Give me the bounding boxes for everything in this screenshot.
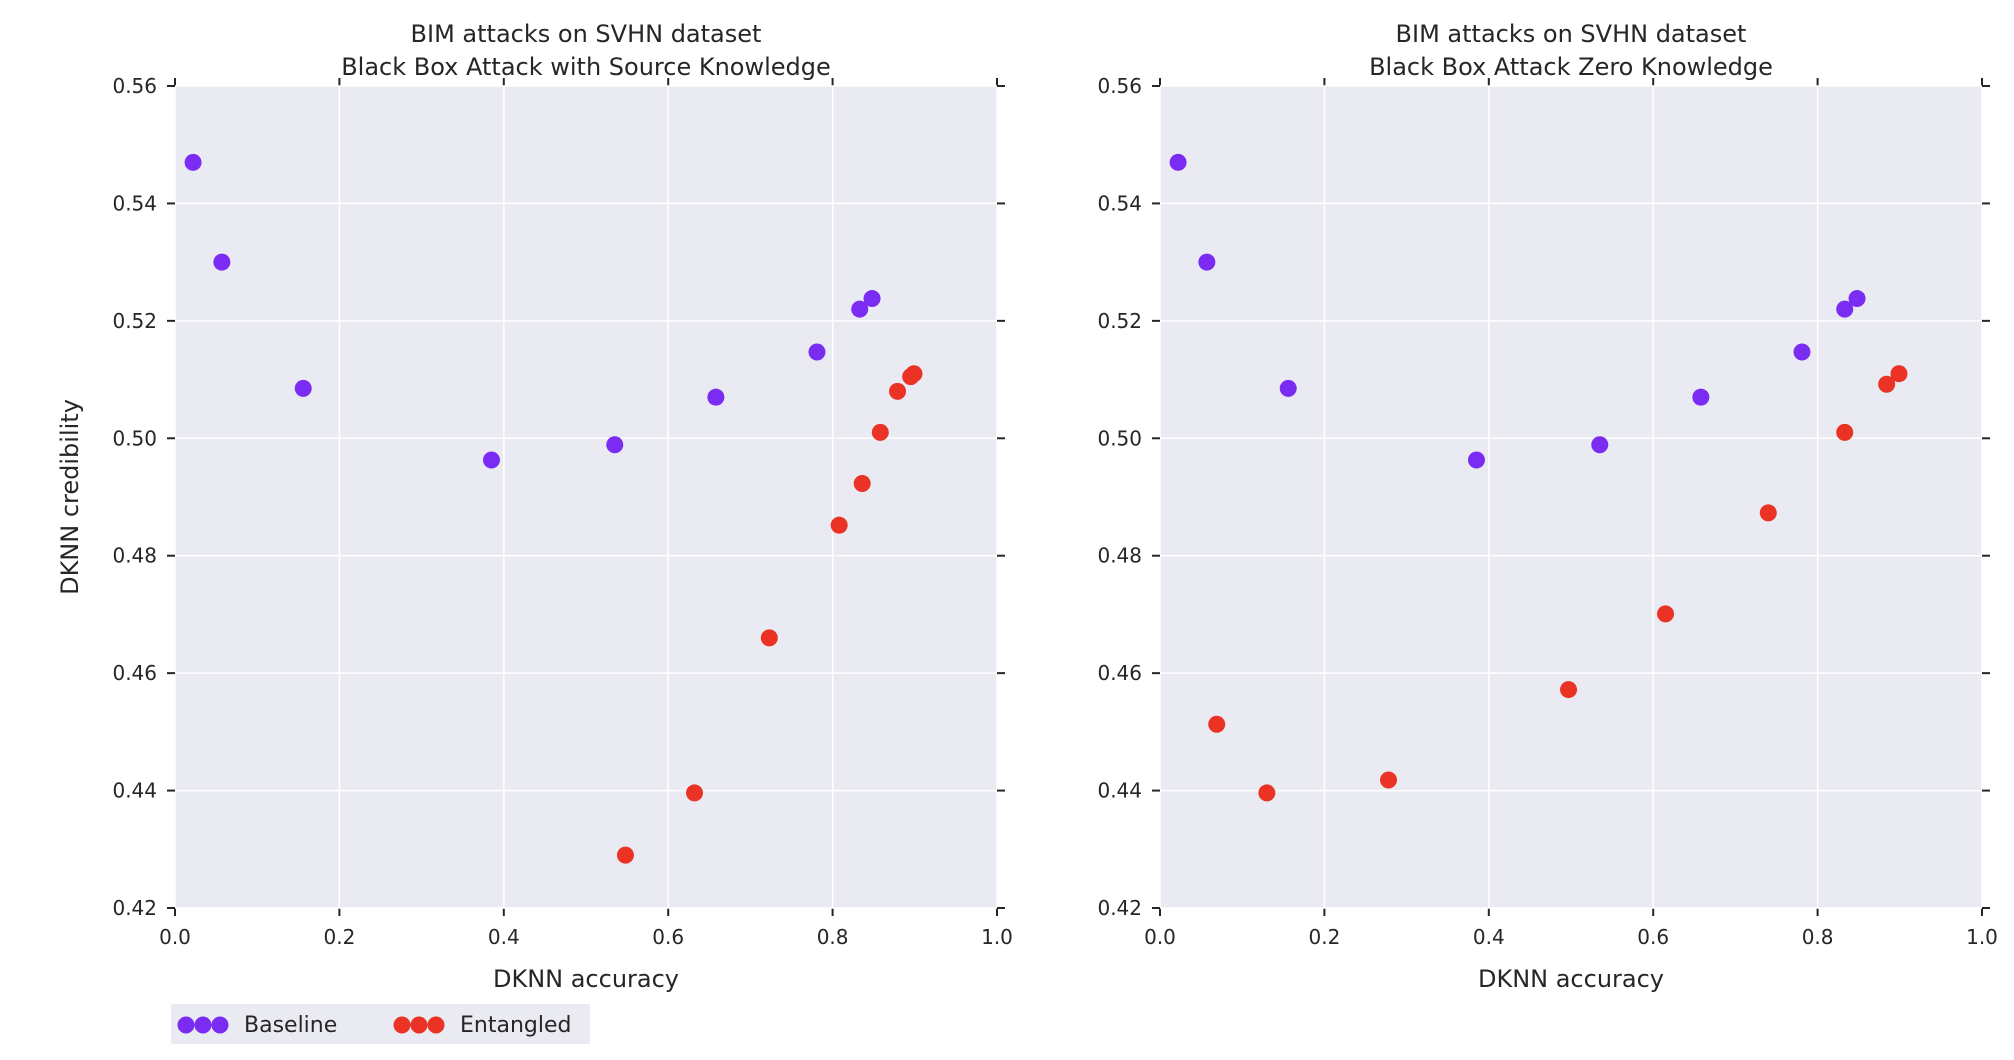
point-baseline [1591,436,1609,454]
x-tick-label: 0.2 [1308,925,1340,949]
point-entangled [1890,365,1908,383]
point-baseline [606,436,624,454]
x-tick-label: 0.0 [1144,925,1176,949]
point-baseline [707,388,725,406]
x-tick-label: 1.0 [981,925,1013,949]
y-tick-label: 0.54 [1097,191,1142,215]
point-baseline [184,153,202,171]
y-tick-label: 0.42 [112,896,157,920]
chart-subtitle: Black Box Attack with Source Knowledge [341,53,831,81]
chart-subtitle: Black Box Attack Zero Knowledge [1369,53,1773,81]
legend-marker [194,1016,212,1034]
y-tick-label: 0.52 [1097,309,1142,333]
point-entangled [871,423,889,441]
chart-title: BIM attacks on SVHN dataset [1396,20,1747,48]
y-tick-label: 0.42 [1097,896,1142,920]
point-entangled [830,516,848,534]
x-tick-label: 0.2 [323,925,355,949]
point-baseline [1692,388,1710,406]
x-tick-label: 0.6 [652,925,684,949]
legend-box [171,1004,590,1044]
legend-marker [177,1016,195,1034]
plot-background [1160,86,1982,908]
point-entangled [905,365,923,383]
point-baseline [482,451,500,469]
point-entangled [1657,605,1675,623]
point-entangled [616,846,634,864]
point-baseline [294,379,312,397]
legend-item-baseline: Baseline [177,1013,337,1038]
point-baseline [1198,253,1216,271]
y-tick-label: 0.56 [112,74,157,98]
point-baseline [1169,153,1187,171]
y-tick-label: 0.52 [112,309,157,333]
chart-panel-2: 0.0 0.2 0.4 0.6 0.8 1.0 0.42 0.44 0.46 0.48 0.50 0.… [1097,20,1997,993]
x-tick-label: 0.8 [817,925,849,949]
x-tick-label: 0.4 [1473,925,1505,949]
legend-marker [410,1016,428,1034]
point-baseline [851,300,869,318]
y-tick-label: 0.50 [112,426,157,450]
point-baseline [863,290,881,308]
legend-marker [211,1016,229,1034]
point-entangled [686,784,704,802]
point-entangled [1759,504,1777,522]
point-entangled [1836,423,1854,441]
y-tick-label: 0.48 [1097,544,1142,568]
x-tick-label: 0.0 [159,925,191,949]
legend-marker [427,1016,445,1034]
legend-item-entangled: Entangled [393,1013,571,1038]
point-entangled [1258,784,1276,802]
point-entangled [760,629,778,647]
point-entangled [853,474,871,492]
point-baseline [808,343,826,361]
y-tick-label: 0.44 [1097,779,1142,803]
y-tick-label: 0.56 [1097,74,1142,98]
y-tick-label: 0.46 [112,661,157,685]
point-entangled [1380,771,1398,789]
x-tick-label: 1.0 [1966,925,1998,949]
y-tick-label: 0.48 [112,544,157,568]
y-tick-label: 0.50 [1097,426,1142,450]
x-tick-label: 0.8 [1802,925,1834,949]
y-axis-label: DKNN credibility [56,399,84,595]
point-baseline [1836,300,1854,318]
x-axis-label: DKNN accuracy [493,965,679,993]
point-baseline [1848,290,1866,308]
point-entangled [1878,375,1896,393]
point-baseline [1279,379,1297,397]
y-tick-label: 0.54 [112,191,157,215]
point-baseline [213,253,231,271]
point-entangled [889,382,907,400]
legend: Baseline Entangled [171,1004,590,1044]
chart-title: BIM attacks on SVHN dataset [411,20,762,48]
legend-marker [393,1016,411,1034]
x-tick-label: 0.4 [488,925,520,949]
point-baseline [1467,451,1485,469]
legend-label: Entangled [460,1013,571,1038]
point-baseline [1793,343,1811,361]
x-tick-label: 0.6 [1637,925,1669,949]
y-tick-label: 0.44 [112,779,157,803]
legend-label: Baseline [244,1013,337,1038]
point-entangled [1560,681,1578,699]
x-axis-label: DKNN accuracy [1478,965,1664,993]
point-entangled [1208,715,1226,733]
plot-background [175,86,997,908]
chart-panel-1: 0.0 0.2 0.4 0.6 0.8 1.0 0.42 0.44 0.46 0.48 0.50 0.… [56,20,1013,993]
y-tick-label: 0.46 [1097,661,1142,685]
